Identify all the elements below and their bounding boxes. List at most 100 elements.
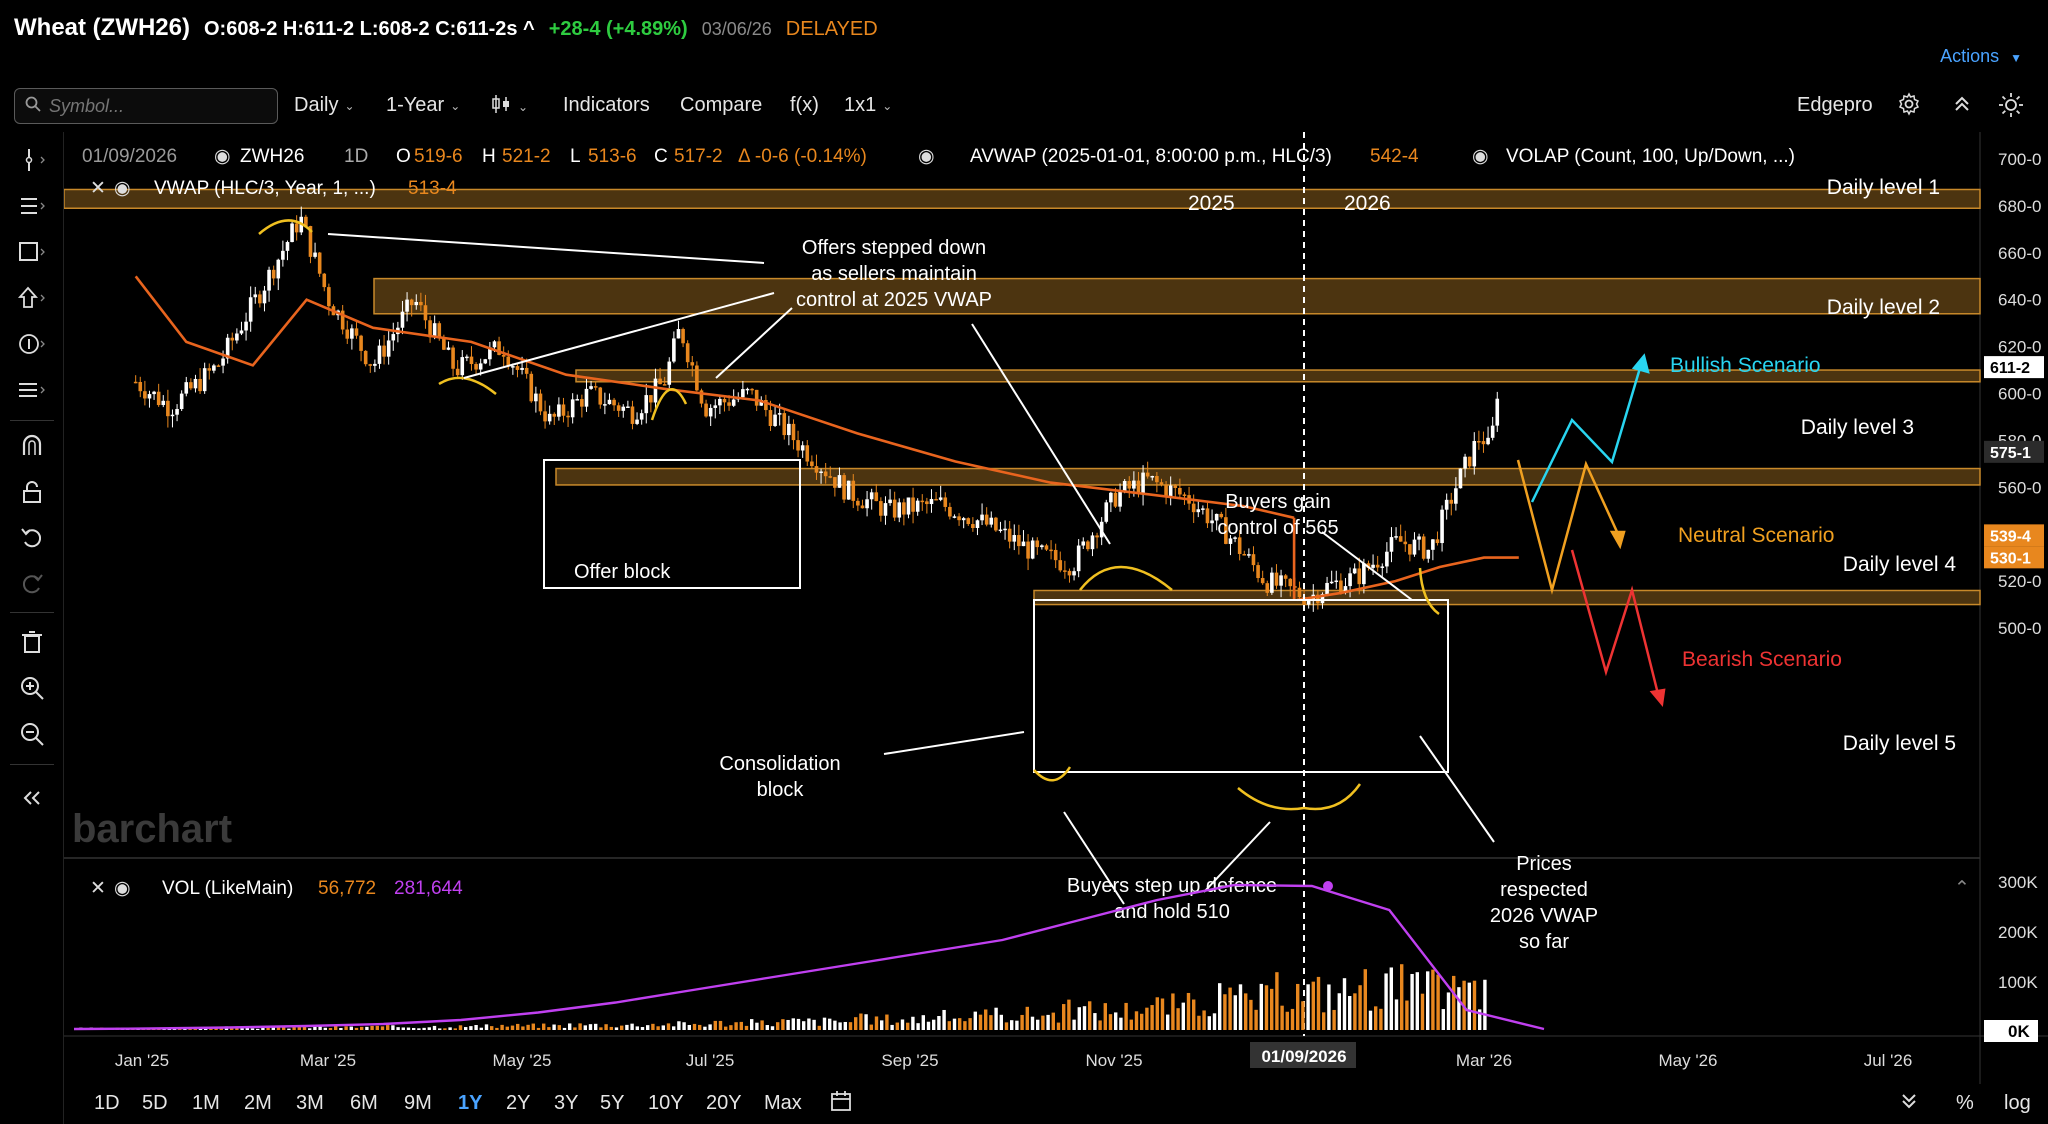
- legend-eye-icon[interactable]: ◉: [114, 178, 131, 199]
- candle-body: [1325, 582, 1329, 595]
- period-select[interactable]: 1-Year ⌄: [386, 94, 460, 117]
- daily-level-zone: [1033, 589, 1981, 606]
- interval-label: Daily: [294, 94, 339, 116]
- number-tool-icon[interactable]: [12, 326, 52, 362]
- range-5y[interactable]: 5Y: [600, 1092, 625, 1114]
- legend-eye-icon[interactable]: ◉: [114, 878, 131, 899]
- sun-icon[interactable]: [1998, 92, 2024, 118]
- fib-tool-icon[interactable]: [12, 372, 52, 408]
- search-input[interactable]: [49, 95, 249, 117]
- volume-bar: [999, 1014, 1003, 1030]
- fx-button[interactable]: f(x): [790, 94, 819, 117]
- volume-bar: [323, 1027, 327, 1030]
- volume-bar: [1145, 1007, 1149, 1030]
- range-20y[interactable]: 20Y: [706, 1092, 742, 1114]
- range-5d[interactable]: 5D: [142, 1092, 168, 1114]
- range-max[interactable]: Max: [764, 1092, 802, 1114]
- close-icon[interactable]: ✕: [90, 178, 106, 199]
- indicators-button[interactable]: Indicators: [563, 94, 650, 117]
- collapse-left-icon[interactable]: [12, 780, 52, 816]
- volume-bar: [1348, 996, 1352, 1030]
- volume-bar: [729, 1025, 733, 1030]
- period-label: 1-Year: [386, 94, 445, 116]
- candle-body: [980, 514, 984, 521]
- arrow-tool-icon[interactable]: [12, 280, 52, 316]
- candle-body: [258, 294, 262, 304]
- range-3y[interactable]: 3Y: [554, 1092, 579, 1114]
- volume-bar: [640, 1027, 645, 1030]
- range-9m[interactable]: 9M: [404, 1092, 432, 1114]
- candle-body: [244, 321, 248, 331]
- candle-body: [304, 216, 308, 227]
- magnet-icon[interactable]: [12, 428, 52, 464]
- legend-eye-icon[interactable]: ◉: [918, 146, 935, 167]
- calendar-icon[interactable]: [830, 1090, 852, 1118]
- range-2m[interactable]: 2M: [244, 1092, 272, 1114]
- range-1m[interactable]: 1M: [192, 1092, 220, 1114]
- candle-body: [1357, 568, 1362, 585]
- legend-eye-icon[interactable]: ◉: [214, 146, 231, 167]
- bearish-scenario-label: Bearish Scenario: [1682, 648, 1842, 671]
- volume-bar: [807, 1018, 811, 1030]
- candle-body: [1270, 572, 1274, 593]
- range-1d[interactable]: 1D: [94, 1092, 120, 1114]
- volume-bar: [755, 1022, 759, 1030]
- price-tag-label: 530-1: [1990, 550, 2031, 567]
- volume-bar: [1155, 997, 1159, 1030]
- range-3m[interactable]: 3M: [296, 1092, 324, 1114]
- price-axis-tick: 520-0: [1998, 572, 2041, 591]
- barchart-watermark: barchart: [72, 807, 232, 851]
- volume-bar: [620, 1025, 624, 1030]
- profile-button[interactable]: Edgepro: [1797, 94, 1873, 117]
- zoom-in-icon[interactable]: [12, 670, 52, 706]
- gear-icon[interactable]: [1897, 92, 1921, 116]
- volume-bar: [926, 1021, 931, 1030]
- candle-body: [1214, 513, 1219, 521]
- legend-eye-icon[interactable]: ◉: [1472, 146, 1489, 167]
- price-tag-box: [1984, 440, 2044, 463]
- close-icon[interactable]: ✕: [90, 878, 106, 899]
- range-1y[interactable]: 1Y: [458, 1092, 483, 1114]
- trash-icon[interactable]: [12, 624, 52, 660]
- actions-menu[interactable]: Actions ▼: [1940, 46, 2022, 67]
- volume-bar: [261, 1026, 265, 1030]
- volume-bar: [1415, 972, 1419, 1030]
- range-2y[interactable]: 2Y: [506, 1092, 531, 1114]
- zoom-out-icon[interactable]: [12, 716, 52, 752]
- chart-type-select[interactable]: ⌄: [490, 94, 528, 120]
- offer-block-rect[interactable]: [543, 459, 801, 589]
- candle-body: [478, 363, 483, 370]
- candle-body: [543, 411, 547, 422]
- range-10y[interactable]: 10Y: [648, 1092, 684, 1114]
- shapes-tool-icon[interactable]: [12, 234, 52, 270]
- crosshair-tool-icon[interactable]: [12, 142, 52, 178]
- range-6m[interactable]: 6M: [350, 1092, 378, 1114]
- interval-select[interactable]: Daily ⌄: [294, 94, 355, 117]
- lock-icon[interactable]: [12, 474, 52, 510]
- symbol-search[interactable]: [14, 88, 278, 124]
- compare-button[interactable]: Compare: [680, 94, 762, 117]
- price-chart[interactable]: barchart 2025 2026 Offer block Offers st…: [64, 132, 2048, 1084]
- undo-icon[interactable]: [12, 520, 52, 556]
- log-toggle[interactable]: log: [2004, 1092, 2031, 1114]
- level-labels: Daily level 1 Daily level 2 Daily level …: [1801, 176, 1957, 755]
- chevron-up-icon[interactable]: ⌃: [1954, 878, 1970, 899]
- candle-body: [474, 364, 478, 370]
- candle-body: [515, 366, 520, 370]
- volume-bar: [573, 1027, 577, 1030]
- lines-tool-icon[interactable]: [12, 188, 52, 224]
- candle-body: [1182, 494, 1187, 496]
- redo-icon[interactable]: [12, 566, 52, 602]
- double-chevron-down-icon[interactable]: [1900, 1090, 1918, 1118]
- percent-toggle[interactable]: %: [1956, 1092, 1974, 1114]
- candle-body: [616, 405, 621, 411]
- layout-select[interactable]: 1x1 ⌄: [844, 94, 892, 117]
- symbol-name[interactable]: Wheat (ZWH26): [14, 14, 190, 41]
- volume-bar: [713, 1020, 717, 1030]
- collapse-up-icon[interactable]: [1952, 92, 1972, 116]
- legend-vwap: VWAP (HLC/3, Year, 1, ...): [154, 178, 376, 199]
- volume-bar: [739, 1021, 743, 1030]
- consolidation-block-rect[interactable]: [1033, 599, 1449, 773]
- candle-body: [727, 402, 731, 406]
- candle-body: [718, 398, 722, 406]
